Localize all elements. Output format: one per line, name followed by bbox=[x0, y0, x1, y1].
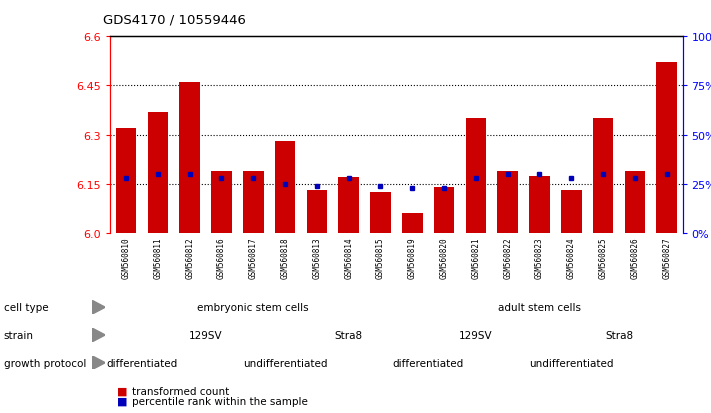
Text: ■: ■ bbox=[117, 386, 128, 396]
Text: GSM560814: GSM560814 bbox=[344, 236, 353, 278]
Bar bbox=[529, 176, 550, 233]
Bar bbox=[561, 191, 582, 233]
Text: differentiated: differentiated bbox=[107, 358, 178, 368]
Text: GSM560820: GSM560820 bbox=[439, 236, 449, 278]
Text: GSM560819: GSM560819 bbox=[408, 236, 417, 278]
Text: Stra8: Stra8 bbox=[335, 330, 363, 340]
Bar bbox=[402, 214, 422, 233]
Text: GSM560825: GSM560825 bbox=[599, 236, 608, 278]
Bar bbox=[179, 83, 200, 233]
Bar bbox=[466, 119, 486, 233]
Bar bbox=[148, 112, 169, 233]
Text: GSM560816: GSM560816 bbox=[217, 236, 226, 278]
Text: growth protocol: growth protocol bbox=[4, 358, 86, 368]
Text: percentile rank within the sample: percentile rank within the sample bbox=[132, 396, 307, 406]
Text: GDS4170 / 10559446: GDS4170 / 10559446 bbox=[103, 14, 246, 27]
Polygon shape bbox=[92, 301, 105, 314]
Text: differentiated: differentiated bbox=[392, 358, 464, 368]
Bar bbox=[497, 171, 518, 233]
Text: strain: strain bbox=[4, 330, 33, 340]
Text: GSM560813: GSM560813 bbox=[312, 236, 321, 278]
Text: GSM560824: GSM560824 bbox=[567, 236, 576, 278]
Bar bbox=[116, 129, 137, 233]
Bar bbox=[656, 63, 677, 233]
Bar bbox=[593, 119, 614, 233]
Text: undifferentiated: undifferentiated bbox=[529, 358, 614, 368]
Text: undifferentiated: undifferentiated bbox=[243, 358, 327, 368]
Text: embryonic stem cells: embryonic stem cells bbox=[198, 302, 309, 313]
Text: GSM560821: GSM560821 bbox=[471, 236, 481, 278]
Text: GSM560815: GSM560815 bbox=[376, 236, 385, 278]
Bar bbox=[243, 171, 264, 233]
Text: GSM560812: GSM560812 bbox=[185, 236, 194, 278]
Bar bbox=[370, 192, 391, 233]
Bar bbox=[306, 191, 327, 233]
Text: transformed count: transformed count bbox=[132, 386, 229, 396]
Polygon shape bbox=[92, 356, 105, 370]
Text: ■: ■ bbox=[117, 396, 128, 406]
Text: 129SV: 129SV bbox=[459, 330, 493, 340]
Text: GSM560822: GSM560822 bbox=[503, 236, 512, 278]
Text: GSM560817: GSM560817 bbox=[249, 236, 258, 278]
Polygon shape bbox=[92, 328, 105, 342]
Bar bbox=[274, 142, 296, 233]
Text: GSM560827: GSM560827 bbox=[662, 236, 671, 278]
Text: adult stem cells: adult stem cells bbox=[498, 302, 581, 313]
Bar bbox=[211, 171, 232, 233]
Text: GSM560818: GSM560818 bbox=[281, 236, 289, 278]
Bar bbox=[338, 178, 359, 233]
Text: GSM560810: GSM560810 bbox=[122, 236, 131, 278]
Bar bbox=[624, 171, 645, 233]
Text: cell type: cell type bbox=[4, 302, 48, 313]
Text: GSM560811: GSM560811 bbox=[154, 236, 162, 278]
Text: GSM560823: GSM560823 bbox=[535, 236, 544, 278]
Bar bbox=[434, 188, 454, 233]
Text: GSM560826: GSM560826 bbox=[631, 236, 639, 278]
Text: Stra8: Stra8 bbox=[605, 330, 633, 340]
Text: 129SV: 129SV bbox=[189, 330, 223, 340]
